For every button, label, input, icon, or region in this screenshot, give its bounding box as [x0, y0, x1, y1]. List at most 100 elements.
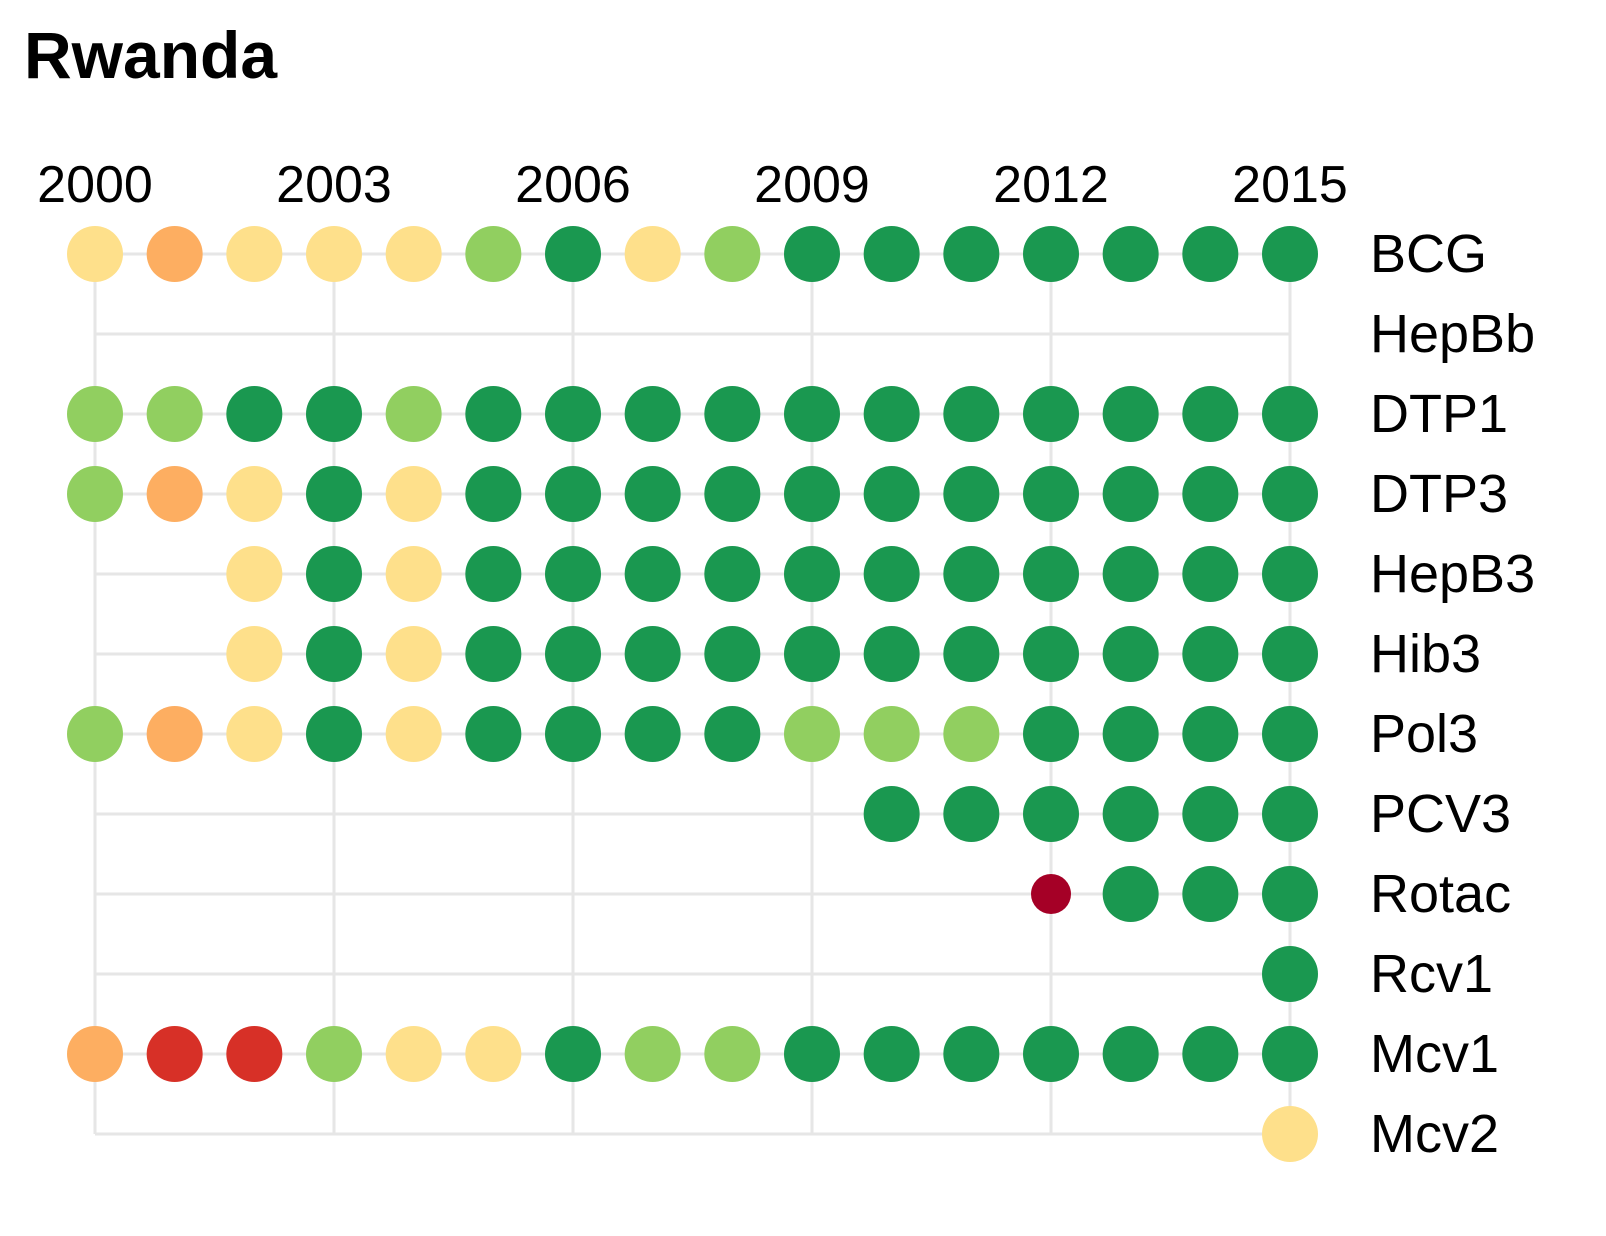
data-point [465, 546, 522, 602]
data-point [545, 466, 601, 522]
data-point [943, 1026, 1000, 1082]
data-point [146, 466, 203, 522]
data-point [863, 1026, 920, 1082]
data-point [226, 1026, 283, 1082]
data-point [1102, 466, 1159, 522]
data-point [306, 626, 362, 682]
data-point [704, 546, 761, 602]
data-point [624, 546, 681, 602]
data-point [385, 626, 442, 682]
data-point [67, 386, 123, 442]
row-label: DTP1 [1370, 384, 1508, 444]
data-point [465, 626, 522, 682]
data-points [67, 226, 1318, 1162]
data-point [624, 1026, 681, 1082]
row-label: Mcv1 [1370, 1024, 1499, 1084]
data-point [1182, 546, 1239, 602]
row-label: Pol3 [1370, 704, 1478, 764]
data-point [943, 786, 1000, 842]
data-point [226, 386, 283, 442]
data-point [226, 466, 283, 522]
data-point [465, 1026, 522, 1082]
data-point [784, 466, 840, 522]
data-point [1023, 786, 1079, 842]
data-point [1182, 626, 1239, 682]
x-tick-label: 2009 [754, 156, 870, 214]
data-point [704, 386, 761, 442]
data-point [1182, 466, 1239, 522]
data-point [545, 626, 601, 682]
data-point [465, 226, 522, 282]
x-tick-label: 2003 [276, 156, 392, 214]
x-tick-label: 2006 [515, 156, 631, 214]
data-point [1023, 386, 1079, 442]
data-point [385, 386, 442, 442]
data-point [1102, 626, 1159, 682]
data-point [1262, 546, 1318, 602]
row-label: BCG [1370, 224, 1487, 284]
data-point [465, 706, 522, 762]
data-point [1102, 546, 1159, 602]
chart-title: Rwanda [24, 18, 278, 92]
data-point [1262, 386, 1318, 442]
data-point [465, 386, 522, 442]
data-point [385, 1026, 442, 1082]
data-point [1262, 786, 1318, 842]
data-point [226, 626, 283, 682]
data-point [545, 546, 601, 602]
data-point [306, 226, 362, 282]
data-point [1023, 626, 1079, 682]
data-point [465, 466, 522, 522]
data-point [146, 706, 203, 762]
data-point [704, 226, 761, 282]
data-point [545, 1026, 601, 1082]
data-point [943, 466, 1000, 522]
data-point [784, 546, 840, 602]
data-point [1262, 706, 1318, 762]
data-point [784, 706, 840, 762]
row-label: HepB3 [1370, 544, 1535, 604]
data-point [1023, 546, 1079, 602]
row-labels: BCG HepBb DTP1 DTP3 HepB3 Hib3 Pol3 PCV3 Rotac Rc… [1370, 224, 1535, 1164]
data-point [1182, 866, 1239, 922]
data-point [863, 706, 920, 762]
data-point [226, 706, 283, 762]
x-tick-label: 2015 [1232, 156, 1348, 214]
row-label: HepBb [1370, 304, 1535, 364]
data-point [1262, 226, 1318, 282]
data-point [943, 706, 1000, 762]
data-point [1102, 866, 1159, 922]
row-label: PCV3 [1370, 784, 1511, 844]
x-tick-labels: 2000 2003 2006 2009 2012 2015 [37, 156, 1348, 214]
data-point [226, 546, 283, 602]
data-point [67, 1026, 123, 1082]
data-point [385, 546, 442, 602]
data-point [704, 1026, 761, 1082]
data-point [624, 706, 681, 762]
data-point [704, 706, 761, 762]
data-point [1102, 786, 1159, 842]
x-tick-label: 2012 [993, 156, 1109, 214]
data-point [1102, 226, 1159, 282]
data-point [1182, 386, 1239, 442]
data-point [67, 706, 123, 762]
row-label: Rotac [1370, 864, 1511, 924]
grid-lines [93, 252, 1292, 1136]
data-point [863, 386, 920, 442]
data-point [306, 466, 362, 522]
data-point [306, 706, 362, 762]
data-point [1031, 874, 1071, 914]
data-point [385, 466, 442, 522]
data-point [226, 226, 283, 282]
data-point [306, 386, 362, 442]
data-point [624, 226, 681, 282]
row-label: Hib3 [1370, 624, 1481, 684]
data-point [863, 226, 920, 282]
data-point [1023, 466, 1079, 522]
data-point [385, 706, 442, 762]
data-point [1262, 946, 1318, 1002]
data-point [146, 226, 203, 282]
data-point [704, 626, 761, 682]
data-point [624, 466, 681, 522]
